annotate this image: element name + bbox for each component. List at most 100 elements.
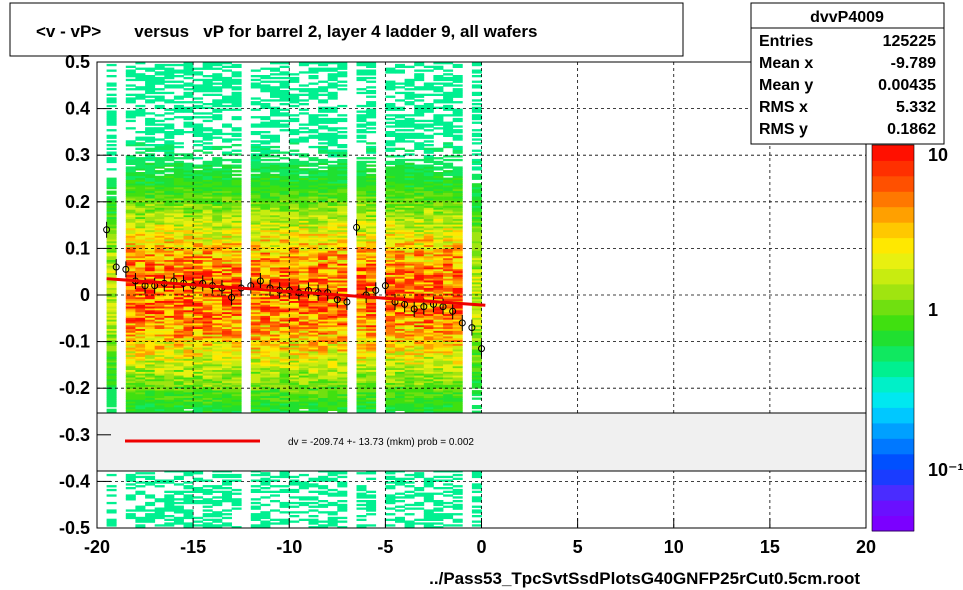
heatmap-cell [173, 270, 184, 274]
heatmap-cell [260, 248, 271, 251]
heatmap-cell [260, 216, 271, 219]
heatmap-cell [289, 254, 300, 257]
heatmap-cell [366, 227, 377, 231]
heatmap-cell [337, 237, 348, 240]
heatmap-cell [366, 101, 377, 104]
heatmap-cell [270, 181, 280, 184]
heatmap-cell [183, 311, 194, 315]
heatmap-cell [164, 496, 175, 499]
heatmap-cell [289, 488, 300, 492]
heatmap-cell [308, 515, 319, 518]
heatmap-cell [212, 268, 223, 272]
heatmap-cell [270, 242, 280, 246]
heatmap-cell [125, 496, 136, 499]
heatmap-cell [279, 226, 290, 229]
heatmap-cell [154, 384, 165, 387]
heatmap-cell [222, 132, 232, 136]
heatmap-cell [231, 254, 242, 257]
heatmap-cell [193, 289, 204, 292]
heatmap-cell [193, 185, 204, 188]
heatmap-cell [250, 324, 261, 328]
heatmap-cell [260, 145, 271, 149]
heatmap-cell [222, 516, 232, 520]
heatmap-cell [308, 483, 319, 486]
heatmap-cell [125, 410, 136, 413]
heatmap-cell [366, 233, 377, 236]
heatmap-cell [106, 345, 117, 348]
heatmap-cell [279, 339, 290, 342]
heatmap-cell [193, 313, 204, 316]
heatmap-cell [308, 352, 319, 356]
heatmap-cell [173, 332, 184, 335]
heatmap-cell [279, 488, 290, 492]
heatmap-cell [308, 369, 319, 372]
heatmap-cell [193, 270, 204, 274]
heatmap-cell [327, 203, 338, 206]
heatmap-cell [222, 207, 232, 210]
heatmap-cell [298, 62, 309, 65]
heatmap-cell [366, 386, 377, 389]
heatmap-cell [270, 401, 280, 404]
heatmap-cell [154, 164, 165, 167]
heatmap-cell [145, 198, 156, 201]
heatmap-cell [164, 198, 175, 201]
heatmap-cell [250, 386, 261, 389]
heatmap-cell [308, 177, 319, 180]
heatmap-cell [106, 222, 117, 225]
heatmap-cell [164, 373, 175, 376]
heatmap-cell [183, 339, 194, 342]
heatmap-cell [135, 401, 146, 404]
heatmap-cell [183, 487, 194, 490]
heatmap-cell [183, 173, 194, 177]
heatmap-cell [327, 129, 338, 132]
heatmap-cell [145, 248, 156, 251]
heatmap-cell [308, 386, 319, 389]
heatmap-cell [298, 138, 309, 141]
heatmap-cell [212, 343, 223, 346]
heatmap-cell [337, 274, 348, 277]
heatmap-cell [212, 332, 223, 335]
heatmap-cell [231, 388, 242, 391]
heatmap-cell [337, 151, 348, 154]
heatmap-cell [327, 393, 338, 397]
heatmap-cell [337, 349, 348, 352]
heatmap-cell [356, 205, 367, 208]
heatmap-cell [385, 86, 396, 89]
heatmap-cell [145, 99, 156, 102]
heatmap-cell [125, 237, 136, 240]
heatmap-cell [270, 125, 280, 128]
heatmap-cell [183, 207, 194, 210]
heatmap-cell [202, 375, 213, 378]
heatmap-cell [135, 408, 146, 411]
heatmap-cell [231, 211, 242, 214]
heatmap-cell [193, 216, 204, 219]
heatmap-cell [222, 321, 232, 324]
heatmap-cell [125, 181, 136, 184]
heatmap-cell [250, 296, 261, 300]
heatmap-cell [356, 71, 367, 74]
heatmap-cell [298, 175, 309, 178]
heatmap-cell [270, 302, 280, 305]
heatmap-cell [145, 393, 156, 397]
heatmap-cell [173, 306, 184, 309]
heatmap-cell [173, 183, 184, 186]
heatmap-cell [164, 218, 175, 221]
heatmap-cell [318, 106, 329, 109]
heatmap-cell [212, 308, 223, 311]
heatmap-cell [270, 186, 280, 190]
heatmap-cell [173, 175, 184, 178]
heatmap-cell [145, 131, 156, 134]
heatmap-cell [145, 496, 156, 499]
heatmap-cell [183, 354, 194, 357]
heatmap-cell [173, 298, 184, 301]
heatmap-cell [270, 365, 280, 369]
heatmap-cell [173, 336, 184, 339]
heatmap-cell [279, 103, 290, 106]
heatmap-cell [125, 224, 136, 227]
heatmap-cell [260, 382, 271, 385]
heatmap-cell [250, 252, 261, 255]
heatmap-cell [164, 341, 175, 344]
heatmap-cell [193, 207, 204, 210]
heatmap-cell [164, 179, 175, 182]
heatmap-cell [279, 520, 290, 523]
